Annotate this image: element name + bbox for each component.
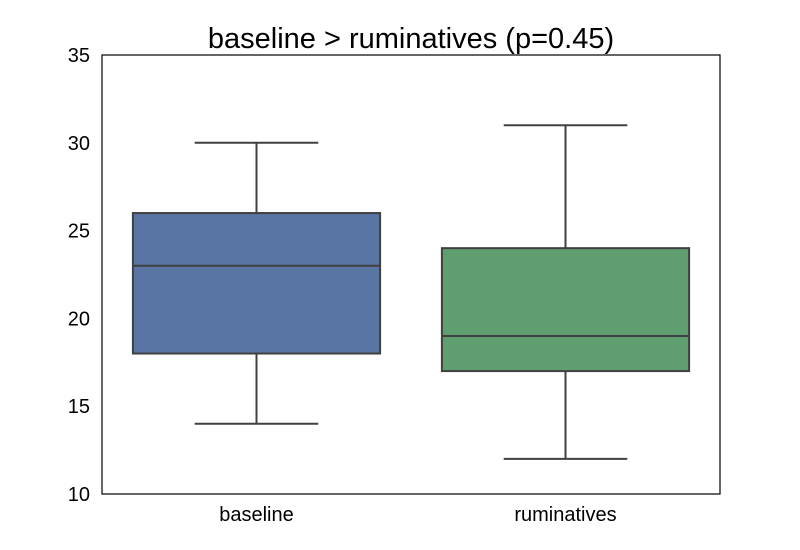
y-tick-label: 25 (68, 221, 90, 243)
y-tick-label: 15 (68, 396, 90, 418)
iqr-box (131, 212, 382, 355)
y-axis: 10 15 20 25 30 35 (68, 45, 90, 506)
x-tick-label: baseline (219, 504, 294, 526)
y-tick-label: 10 (68, 484, 90, 506)
y-tick-label: 20 (68, 308, 90, 330)
x-tick-label: ruminatives (514, 504, 616, 526)
y-tick-label: 35 (68, 45, 90, 67)
boxes-layer (131, 124, 691, 460)
y-tick-label: 30 (68, 133, 90, 155)
plot-area-frame (101, 54, 721, 495)
box-baseline (131, 141, 382, 425)
chart-title: baseline > ruminatives (p=0.45) (208, 23, 614, 55)
box-ruminatives (440, 124, 691, 460)
iqr-box (440, 247, 691, 373)
x-axis: baseline ruminatives (219, 504, 616, 526)
